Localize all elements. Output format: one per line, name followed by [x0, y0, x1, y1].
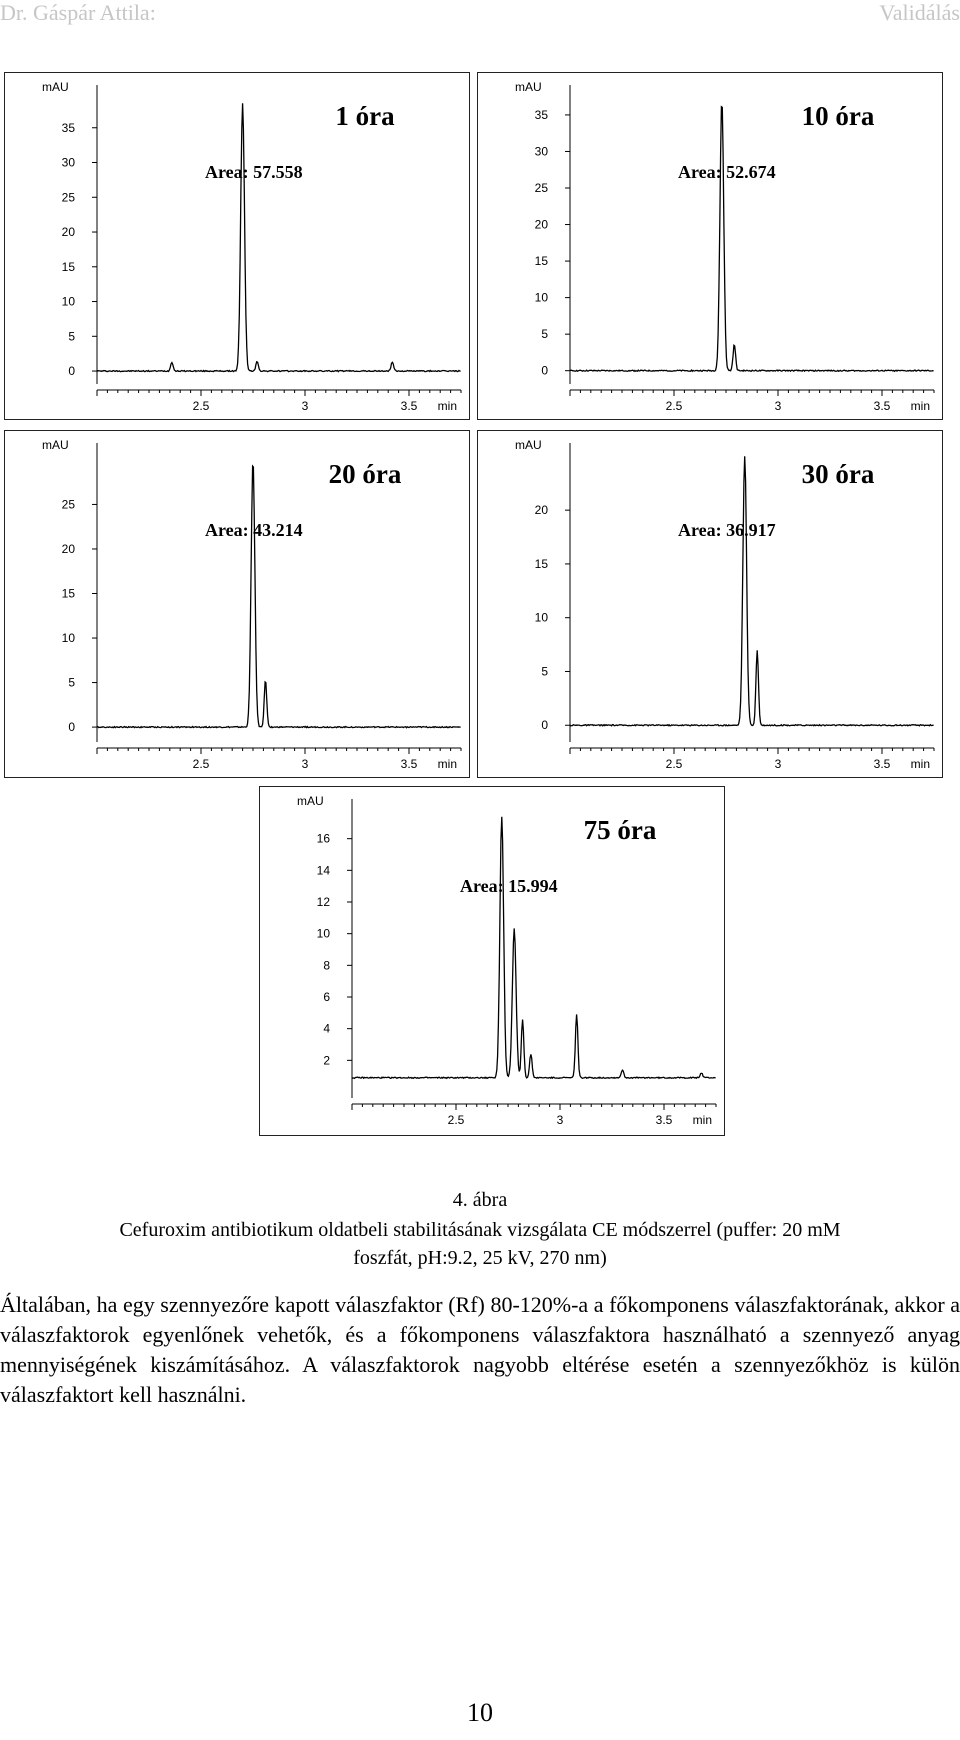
chromatogram-panel-5: mAU 2 4 6 8 10 12 14 16 2.5 3 3.5 min 75 óra Area: 15.… — [259, 786, 725, 1136]
x-tick-label: 2.5 — [666, 399, 683, 413]
x-tick-label: 3 — [302, 399, 309, 413]
figure-number: 4. ábra — [452, 1189, 508, 1211]
x-tick-label: 3.5 — [656, 1113, 673, 1127]
chromatogram-trace — [96, 464, 461, 729]
y-tick-label: 10 — [535, 611, 549, 625]
x-tick-label: 3 — [775, 757, 782, 771]
x-tick-label: 3.5 — [874, 399, 891, 413]
x-tick-label: 2.5 — [193, 399, 210, 413]
running-header-author: Dr. Gáspár Attila: — [0, 0, 156, 25]
y-tick-label: 20 — [535, 218, 549, 232]
x-tick-label: 3.5 — [401, 757, 418, 771]
y-axis-label: mAU — [515, 80, 542, 94]
chromatogram-2: mAU 0 5 10 15 20 25 30 35 2.5 3 3.5 min 10 óra Area: 5… — [515, 80, 935, 413]
peak-area-label: Area: 36.917 — [678, 520, 776, 540]
y-tick-label: 20 — [62, 542, 76, 556]
chromatogram-time-label: 20 óra — [329, 459, 402, 489]
chromatogram-1: mAU 0 5 10 15 20 25 30 35 2.5 3 3.5 min 1 óra Area: 57… — [42, 80, 462, 413]
y-tick-label: 5 — [541, 664, 548, 678]
y-tick-label: 30 — [62, 156, 76, 170]
y-tick-label: 15 — [535, 254, 549, 268]
chromatogram-time-label: 1 óra — [335, 101, 395, 131]
x-tick-label: 3.5 — [401, 399, 418, 413]
chromatogram-3: mAU 0 5 10 15 20 25 2.5 3 3.5 min 20 óra Area: 43.21… — [42, 438, 462, 771]
chromatogram-trace — [569, 456, 934, 727]
y-tick-label: 14 — [317, 863, 331, 877]
y-tick-label: 35 — [535, 108, 549, 122]
chromatogram-panel-3: mAU 0 5 10 15 20 25 2.5 3 3.5 min 20 óra Area: 43.21… — [4, 430, 470, 778]
y-tick-label: 0 — [68, 720, 75, 734]
x-tick-label: 3 — [557, 1113, 564, 1127]
x-tick-label: 2.5 — [448, 1113, 465, 1127]
y-tick-label: 0 — [541, 718, 548, 732]
y-axis-label: mAU — [515, 438, 542, 452]
peak-area-label: Area: 15.994 — [460, 876, 558, 896]
x-axis-label: min — [438, 399, 457, 413]
y-tick-label: 5 — [541, 327, 548, 341]
x-tick-label: 3 — [775, 399, 782, 413]
figure-caption-line-1: Cefuroxim antibiotikum oldatbeli stabili… — [119, 1219, 841, 1241]
chromatogram-trace — [351, 816, 716, 1080]
y-tick-label: 6 — [323, 990, 330, 1004]
y-tick-label: 0 — [68, 364, 75, 378]
y-tick-label: 8 — [323, 958, 330, 972]
y-tick-label: 10 — [317, 927, 331, 941]
y-tick-label: 20 — [535, 503, 549, 517]
y-tick-label: 10 — [62, 295, 76, 309]
x-tick-label: 3 — [302, 757, 309, 771]
y-tick-label: 25 — [535, 181, 549, 195]
x-tick-label: 2.5 — [666, 757, 683, 771]
x-axis-label: min — [911, 757, 930, 771]
y-tick-label: 25 — [62, 497, 76, 511]
y-axis-label: mAU — [42, 80, 69, 94]
y-tick-label: 5 — [68, 329, 75, 343]
y-tick-label: 15 — [62, 587, 76, 601]
y-tick-label: 0 — [541, 364, 548, 378]
chromatogram-trace — [96, 103, 461, 373]
y-tick-label: 35 — [62, 121, 76, 135]
chromatogram-time-label: 10 óra — [802, 101, 875, 131]
chromatogram-time-label: 30 óra — [802, 459, 875, 489]
chromatogram-panel-1: mAU 0 5 10 15 20 25 30 35 2.5 3 3.5 min 1 óra Area: 57… — [4, 72, 470, 420]
x-axis-label: min — [438, 757, 457, 771]
running-header-topic: Validálás — [879, 0, 960, 25]
y-tick-label: 5 — [68, 676, 75, 690]
y-tick-label: 2 — [323, 1053, 330, 1067]
y-tick-label: 10 — [535, 291, 549, 305]
peak-area-label: Area: 43.214 — [205, 520, 303, 540]
y-tick-label: 20 — [62, 225, 76, 239]
y-tick-label: 15 — [535, 557, 549, 571]
x-axis-label: min — [693, 1113, 712, 1127]
y-axis-label: mAU — [297, 794, 324, 808]
chromatogram-trace — [569, 105, 934, 373]
y-tick-label: 15 — [62, 260, 76, 274]
chromatogram-panel-2: mAU 0 5 10 15 20 25 30 35 2.5 3 3.5 min 10 óra Area: 5… — [477, 72, 943, 420]
x-tick-label: 2.5 — [193, 757, 210, 771]
y-tick-label: 16 — [317, 832, 331, 846]
chromatogram-time-label: 75 óra — [584, 815, 657, 845]
peak-area-label: Area: 57.558 — [205, 162, 303, 182]
y-tick-label: 12 — [317, 895, 331, 909]
y-tick-label: 30 — [535, 144, 549, 158]
body-paragraph: Általában, ha egy szennyezőre kapott vál… — [0, 1292, 960, 1407]
y-tick-label: 4 — [323, 1022, 330, 1036]
page-number: 10 — [467, 1698, 493, 1727]
y-tick-label: 10 — [62, 631, 76, 645]
x-axis-label: min — [911, 399, 930, 413]
chromatogram-5: mAU 2 4 6 8 10 12 14 16 2.5 3 3.5 min 75 óra Area: 15.… — [297, 794, 717, 1127]
chromatogram-panel-4: mAU 0 5 10 15 20 2.5 3 3.5 min 30 óra Area: 36.917 — [477, 430, 943, 778]
y-axis-label: mAU — [42, 438, 69, 452]
chromatogram-4: mAU 0 5 10 15 20 2.5 3 3.5 min 30 óra Area: 36.917 — [515, 438, 935, 771]
y-tick-label: 25 — [62, 190, 76, 204]
x-tick-label: 3.5 — [874, 757, 891, 771]
figure-caption-line-2: foszfát, pH:9.2, 25 kV, 270 nm) — [353, 1247, 607, 1269]
peak-area-label: Area: 52.674 — [678, 162, 776, 182]
